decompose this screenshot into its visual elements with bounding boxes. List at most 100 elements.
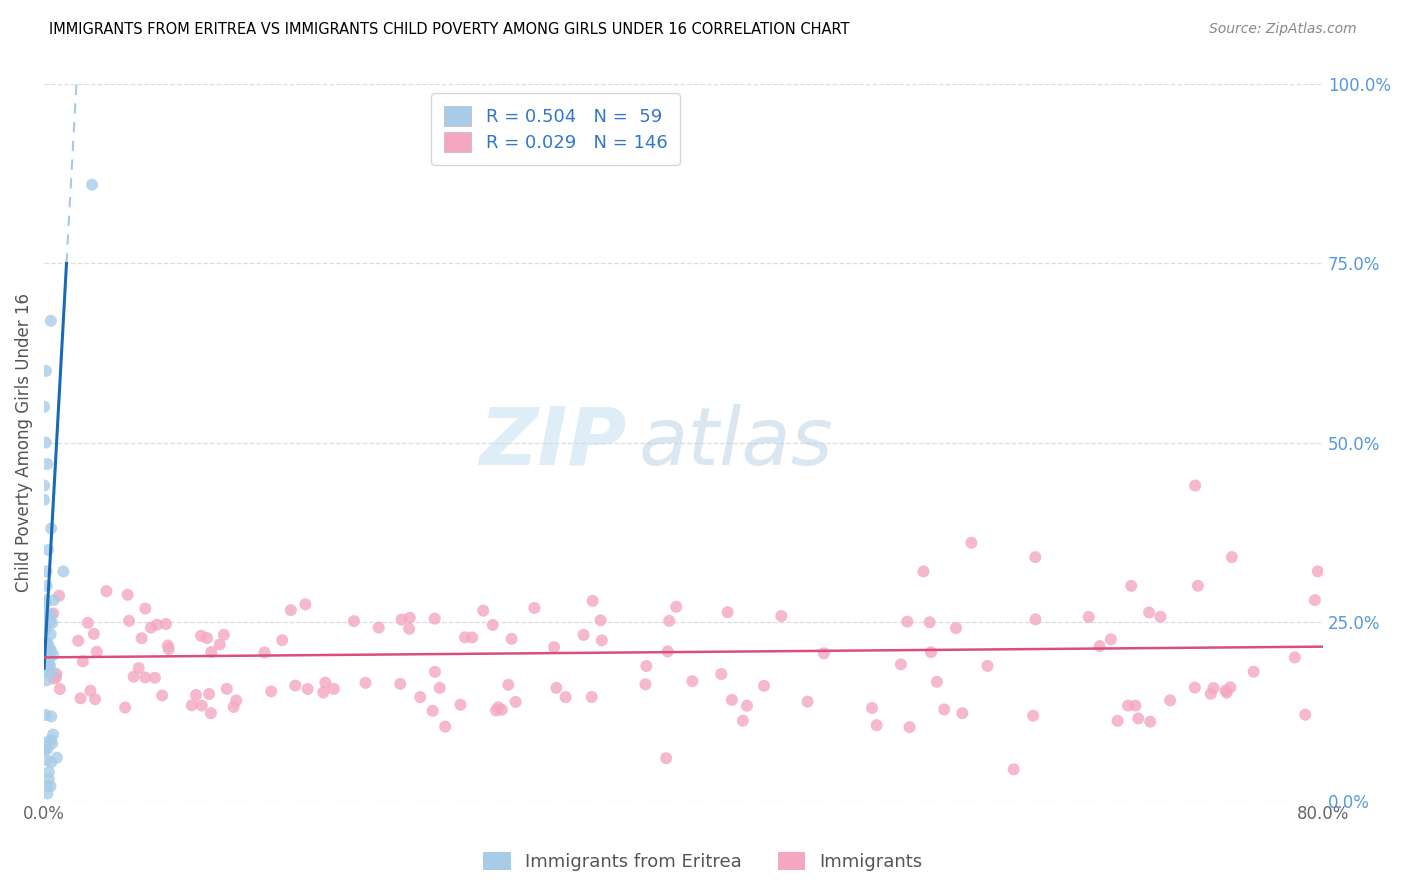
Point — [32, 400, 55, 414]
Point — [34, 661, 56, 675]
Point — [157, 642, 180, 657]
Point — [1107, 714, 1129, 728]
Point — [367, 621, 389, 635]
Point — [1303, 593, 1326, 607]
Point — [77, 615, 100, 630]
Point — [636, 659, 658, 673]
Point — [45, 750, 67, 764]
Point — [190, 629, 212, 643]
Point — [297, 681, 319, 696]
Point — [72, 654, 94, 668]
Point — [657, 644, 679, 658]
Point — [41, 736, 63, 750]
Point — [1199, 687, 1222, 701]
Point — [865, 718, 887, 732]
Point — [1099, 632, 1122, 647]
Text: IMMIGRANTS FROM ERITREA VS IMMIGRANTS CHILD POVERTY AMONG GIRLS UNDER 16 CORRELA: IMMIGRANTS FROM ERITREA VS IMMIGRANTS CH… — [49, 22, 849, 37]
Point — [45, 671, 67, 685]
Point — [813, 646, 835, 660]
Point — [118, 614, 141, 628]
Point — [322, 681, 344, 696]
Point — [131, 632, 153, 646]
Point — [39, 521, 62, 535]
Point — [501, 632, 523, 646]
Point — [523, 601, 546, 615]
Point — [190, 698, 212, 713]
Point — [41, 615, 63, 630]
Point — [658, 614, 681, 628]
Point — [920, 645, 942, 659]
Point — [1149, 609, 1171, 624]
Point — [67, 633, 90, 648]
Point — [429, 681, 451, 695]
Point — [735, 698, 758, 713]
Y-axis label: Child Poverty Among Girls Under 16: Child Poverty Among Girls Under 16 — [15, 293, 32, 592]
Point — [409, 690, 432, 704]
Point — [898, 720, 921, 734]
Point — [39, 709, 62, 723]
Point — [796, 695, 818, 709]
Point — [589, 613, 612, 627]
Point — [950, 706, 973, 721]
Point — [52, 565, 75, 579]
Point — [634, 677, 657, 691]
Point — [37, 543, 59, 558]
Point — [42, 607, 65, 621]
Point — [38, 772, 60, 786]
Point — [1159, 693, 1181, 707]
Point — [925, 674, 948, 689]
Point — [39, 755, 62, 769]
Text: ZIP: ZIP — [478, 403, 626, 482]
Point — [34, 740, 56, 755]
Point — [37, 735, 59, 749]
Point — [84, 692, 107, 706]
Point — [39, 314, 62, 328]
Point — [472, 604, 495, 618]
Point — [731, 714, 754, 728]
Point — [37, 457, 59, 471]
Point — [37, 658, 59, 673]
Point — [39, 607, 62, 622]
Point — [42, 648, 65, 662]
Point — [1137, 606, 1160, 620]
Point — [546, 681, 568, 695]
Point — [665, 599, 688, 614]
Point — [96, 584, 118, 599]
Point — [34, 596, 56, 610]
Point — [294, 597, 316, 611]
Point — [1220, 550, 1243, 565]
Point — [39, 732, 62, 747]
Point — [1284, 650, 1306, 665]
Point — [1219, 681, 1241, 695]
Point — [1024, 550, 1046, 565]
Point — [391, 613, 413, 627]
Point — [343, 614, 366, 628]
Point — [45, 666, 67, 681]
Point — [134, 670, 156, 684]
Point — [1243, 665, 1265, 679]
Point — [890, 657, 912, 672]
Point — [38, 764, 60, 779]
Point — [1215, 683, 1237, 698]
Point — [1294, 707, 1316, 722]
Point — [35, 364, 58, 378]
Point — [35, 435, 58, 450]
Point — [454, 630, 477, 644]
Point — [150, 689, 173, 703]
Point — [200, 706, 222, 721]
Point — [200, 645, 222, 659]
Point — [423, 665, 446, 679]
Point — [491, 703, 513, 717]
Point — [35, 579, 58, 593]
Point — [912, 565, 935, 579]
Point — [422, 704, 444, 718]
Point — [461, 631, 484, 645]
Point — [752, 679, 775, 693]
Point — [35, 565, 58, 579]
Point — [681, 674, 703, 689]
Point — [591, 633, 613, 648]
Point — [770, 609, 793, 624]
Legend: R = 0.504   N =  59, R = 0.029   N = 146: R = 0.504 N = 59, R = 0.029 N = 146 — [432, 94, 681, 165]
Point — [1306, 565, 1329, 579]
Point — [32, 492, 55, 507]
